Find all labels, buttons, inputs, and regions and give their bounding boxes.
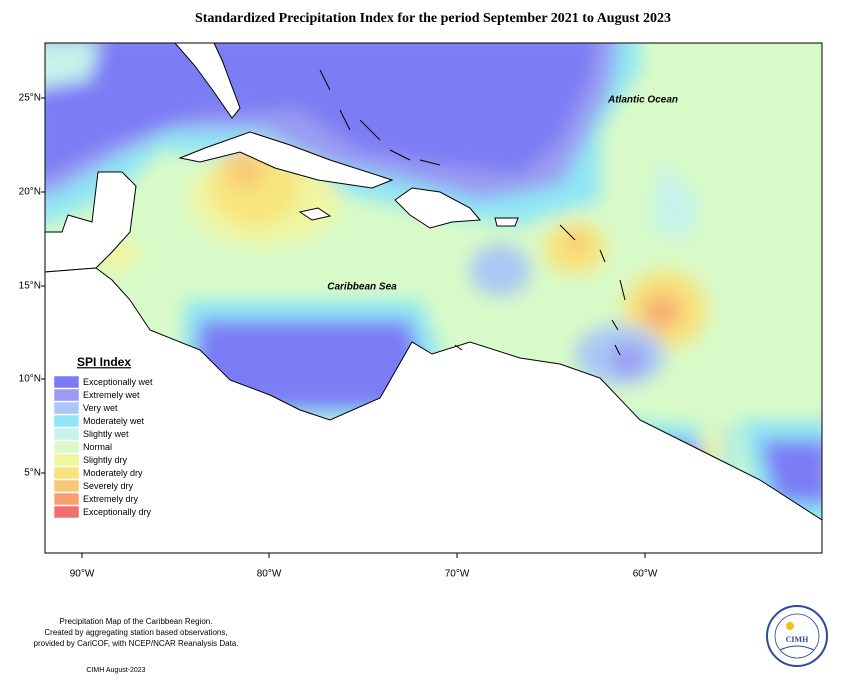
lat-label: 10°N — [19, 374, 41, 385]
legend-label: Exceptionally wet — [83, 377, 153, 387]
legend-title: SPI Index — [77, 355, 131, 369]
legend-swatch — [53, 492, 80, 506]
footer: Precipitation Map of the Caribbean Regio… — [34, 617, 239, 674]
legend-swatch — [53, 414, 80, 428]
logo: CIMH — [766, 605, 828, 667]
map-frame — [44, 42, 823, 554]
legend-label: Extremely dry — [83, 494, 139, 504]
legend: Exceptionally wet Extremely wet Very wet Mo… — [53, 375, 153, 519]
legend-label: Moderately dry — [83, 468, 143, 478]
legend-swatch — [53, 427, 80, 441]
footer-line: Precipitation Map of the Caribbean Regio… — [60, 617, 213, 626]
lon-label: 90°W — [70, 569, 95, 580]
hispaniola — [394, 187, 482, 229]
footer-date: CIMH August-2023 — [86, 667, 145, 674]
legend-label: Slightly dry — [83, 455, 128, 465]
puerto-rico — [494, 217, 519, 227]
lon-label: 70°W — [445, 569, 470, 580]
central-south-america — [45, 267, 822, 553]
map-annotation: Caribbean Sea — [327, 282, 397, 293]
lat-label: 15°N — [19, 281, 41, 292]
legend-label: Very wet — [83, 403, 118, 413]
lat-label: 25°N — [19, 93, 41, 104]
lat-label: 20°N — [19, 187, 41, 198]
footer-line: Created by aggregating station based obs… — [44, 628, 227, 637]
lon-label: 60°W — [633, 569, 658, 580]
legend-swatch — [53, 505, 80, 519]
islands — [319, 69, 626, 356]
logo-ring — [766, 605, 828, 667]
legend-swatch — [53, 401, 80, 415]
lon-label: 80°W — [257, 569, 282, 580]
map: Atlantic Ocean Caribbean Sea SPI Index E… — [45, 43, 822, 553]
legend-label: Exceptionally dry — [83, 507, 152, 517]
legend-swatch — [53, 375, 80, 389]
axes: 25°N 20°N 15°N 10°N 5°N 90°W 80°W 70°W 60°W — [19, 93, 658, 580]
footer-line: provided by CariCOF, with NCEP/NCAR Rean… — [34, 639, 239, 648]
legend-swatch — [53, 388, 80, 402]
legend-label: Severely dry — [83, 481, 134, 491]
legend-label: Slightly wet — [83, 429, 129, 439]
cuba — [178, 131, 394, 189]
legend-swatch — [53, 453, 80, 467]
legend-swatch — [53, 466, 80, 480]
map-annotation: Atlantic Ocean — [607, 95, 678, 106]
lat-label: 5°N — [24, 468, 41, 479]
jamaica — [298, 207, 332, 221]
map-title: Standardized Precipitation Index for the… — [195, 11, 671, 26]
legend-label: Moderately wet — [83, 416, 145, 426]
logo-sun — [786, 622, 794, 630]
land — [45, 43, 822, 553]
logo-inner — [774, 613, 820, 659]
florida — [174, 43, 241, 119]
logo-wave — [779, 645, 815, 651]
legend-label: Extremely wet — [83, 390, 140, 400]
legend-label: Normal — [83, 442, 112, 452]
logo-text: CIMH — [786, 635, 809, 644]
legend-swatch — [53, 479, 80, 493]
legend-swatch — [53, 440, 80, 454]
